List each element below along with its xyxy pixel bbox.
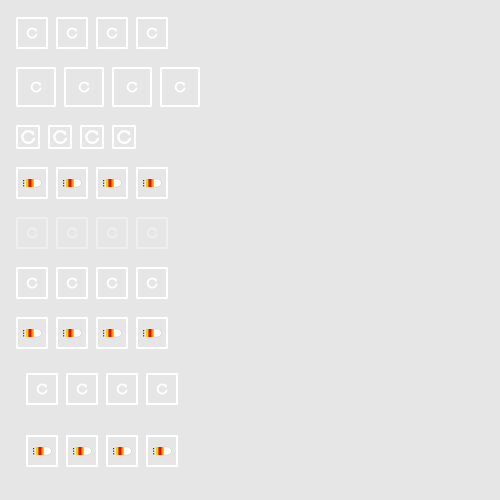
loading-button[interactable] — [16, 167, 48, 199]
refresh-icon — [66, 227, 78, 239]
loading-button[interactable] — [96, 317, 128, 349]
refresh-icon — [146, 277, 158, 289]
loading-spinner-icon — [73, 446, 92, 456]
refresh-button[interactable] — [66, 373, 98, 405]
refresh-button — [136, 217, 168, 249]
refresh-icon — [117, 130, 131, 144]
refresh-button[interactable] — [160, 67, 200, 107]
loading-spinner-icon — [113, 446, 132, 456]
refresh-button[interactable] — [112, 125, 136, 149]
refresh-icon — [26, 27, 38, 39]
loading-row-indented — [26, 435, 178, 467]
refresh-icon — [26, 227, 38, 239]
loading-row-2 — [16, 317, 168, 349]
loading-spinner-icon — [23, 178, 42, 188]
refresh-button — [96, 217, 128, 249]
loading-spinner-icon — [63, 328, 82, 338]
refresh-button[interactable] — [96, 17, 128, 49]
refresh-icon — [146, 27, 158, 39]
refresh-icon — [106, 27, 118, 39]
refresh-button[interactable] — [26, 373, 58, 405]
loading-row — [16, 167, 168, 199]
refresh-icon — [146, 227, 158, 239]
refresh-button[interactable] — [56, 17, 88, 49]
refresh-icon — [76, 383, 88, 395]
loading-button[interactable] — [56, 167, 88, 199]
loading-spinner-icon — [143, 328, 162, 338]
refresh-button — [56, 217, 88, 249]
refresh-icon — [78, 81, 90, 93]
refresh-icon — [174, 81, 186, 93]
refresh-row-medium — [16, 17, 168, 49]
refresh-icon — [156, 383, 168, 395]
refresh-button[interactable] — [80, 125, 104, 149]
refresh-row-small — [16, 125, 136, 149]
refresh-button[interactable] — [16, 125, 40, 149]
refresh-button[interactable] — [16, 17, 48, 49]
refresh-icon — [66, 277, 78, 289]
loading-spinner-icon — [103, 328, 122, 338]
loading-spinner-icon — [103, 178, 122, 188]
refresh-button[interactable] — [146, 373, 178, 405]
refresh-icon — [21, 130, 35, 144]
refresh-button[interactable] — [16, 67, 56, 107]
loading-button[interactable] — [136, 317, 168, 349]
loading-button[interactable] — [66, 435, 98, 467]
refresh-button[interactable] — [106, 373, 138, 405]
refresh-button[interactable] — [96, 267, 128, 299]
loading-spinner-icon — [153, 446, 172, 456]
refresh-row-default — [16, 267, 168, 299]
refresh-icon — [30, 81, 42, 93]
refresh-icon — [66, 27, 78, 39]
refresh-button — [16, 217, 48, 249]
refresh-icon — [36, 383, 48, 395]
refresh-row-disabled — [16, 217, 168, 249]
refresh-icon — [106, 227, 118, 239]
loading-button[interactable] — [96, 167, 128, 199]
loading-button[interactable] — [106, 435, 138, 467]
loading-button[interactable] — [16, 317, 48, 349]
loading-button[interactable] — [136, 167, 168, 199]
refresh-button[interactable] — [112, 67, 152, 107]
refresh-icon — [116, 383, 128, 395]
refresh-icon — [53, 130, 67, 144]
loading-spinner-icon — [33, 446, 52, 456]
refresh-button[interactable] — [16, 267, 48, 299]
loading-button[interactable] — [56, 317, 88, 349]
refresh-icon — [26, 277, 38, 289]
refresh-icon — [126, 81, 138, 93]
refresh-icon — [85, 130, 99, 144]
refresh-button[interactable] — [56, 267, 88, 299]
loading-button[interactable] — [26, 435, 58, 467]
refresh-button[interactable] — [136, 17, 168, 49]
loading-spinner-icon — [143, 178, 162, 188]
loading-button[interactable] — [146, 435, 178, 467]
loading-spinner-icon — [23, 328, 42, 338]
refresh-button[interactable] — [48, 125, 72, 149]
loading-spinner-icon — [63, 178, 82, 188]
refresh-button[interactable] — [64, 67, 104, 107]
refresh-icon — [106, 277, 118, 289]
refresh-button[interactable] — [136, 267, 168, 299]
refresh-row-large — [16, 67, 200, 107]
refresh-row-indented — [26, 373, 178, 405]
